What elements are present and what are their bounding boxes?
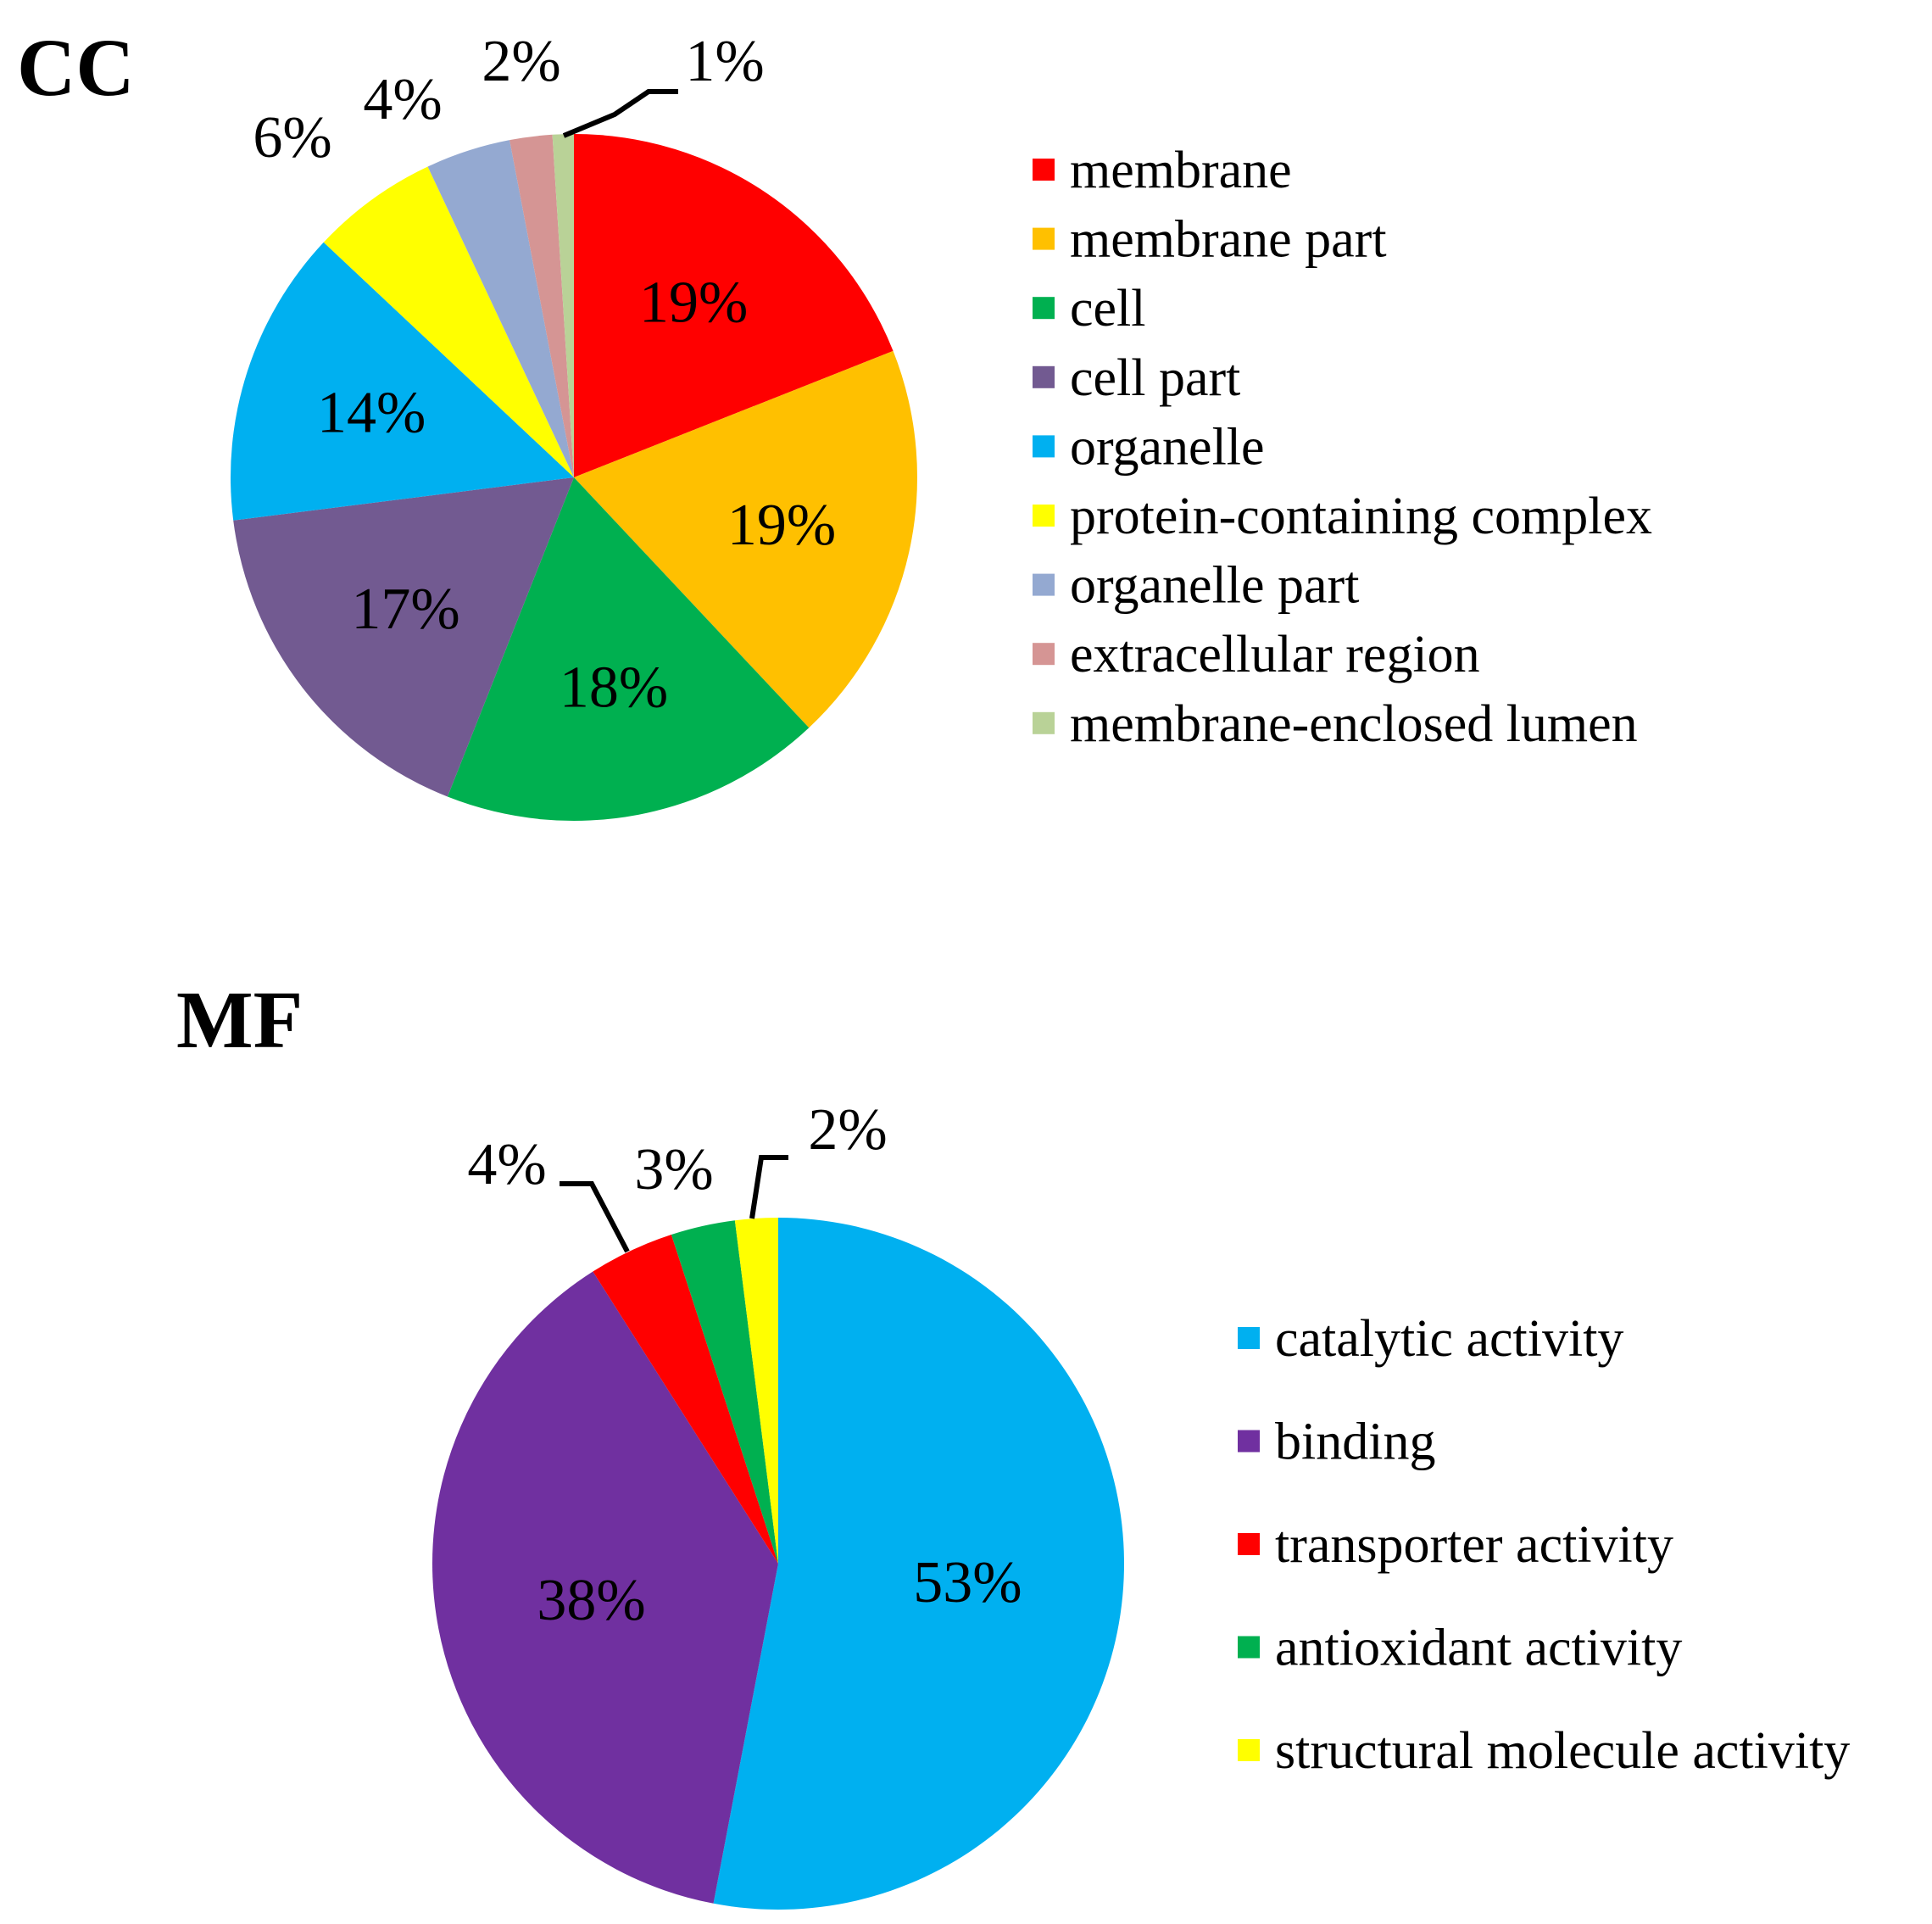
cc-slice-organelle-part — [427, 140, 574, 478]
cc-legend-swatch-membrane-part — [1033, 227, 1055, 250]
cc-data-labels: 19% 19% 18% 17% 14% 6% 4% 2% 1% — [253, 29, 836, 721]
cc-leader-lines — [562, 89, 678, 138]
cc-data-label-organelle: 14% — [317, 380, 426, 445]
mf-pie-chart: MF 53% 38% 3% 4% 2% catalytic activity bindin… — [176, 974, 1850, 1910]
mf-legend-label-transporter-activity: transporter activity — [1275, 1516, 1673, 1574]
cc-data-label-cell: 18% — [560, 655, 668, 721]
mf-legend-label-antioxidant-activity: antioxidant activity — [1275, 1620, 1682, 1677]
mf-legend-swatch-structural-molecule-activity — [1238, 1739, 1260, 1761]
cc-legend-label-membrane-enclosed-lumen: membrane-enclosed lumen — [1070, 695, 1638, 753]
cc-slice-extracellular-region — [509, 134, 574, 477]
mf-leader-line-transporter-activity — [560, 1181, 630, 1253]
cc-data-label-membrane-part: 19% — [727, 493, 836, 558]
mf-legend-swatch-transporter-activity — [1238, 1533, 1260, 1555]
mf-legend-swatch-catalytic-activity — [1238, 1327, 1260, 1349]
mf-legend: catalytic activity binding transporter act… — [1238, 1310, 1850, 1780]
mf-data-labels: 53% 38% 3% 4% 2% — [467, 1097, 1022, 1633]
cc-legend-label-organelle-part: organelle part — [1070, 557, 1359, 615]
cc-legend-label-cell: cell — [1070, 280, 1146, 337]
cc-legend-label-organelle: organelle — [1070, 418, 1265, 476]
mf-data-label-antioxidant-activity: 3% — [634, 1137, 713, 1202]
cc-legend-label-membrane: membrane — [1070, 142, 1292, 199]
cc-legend-label-protein-containing-complex: protein-containing complex — [1070, 488, 1652, 545]
mf-slice-antioxidant-activity — [671, 1220, 778, 1564]
cc-legend-label-membrane-part: membrane part — [1070, 211, 1387, 269]
cc-legend-swatch-cell — [1033, 297, 1055, 320]
cc-pie-chart: CC 19%19%18%17%14%6%4%2% 1% membranemembr… — [17, 22, 1652, 821]
mf-data-label-transporter-activity: 4% — [467, 1132, 546, 1197]
mf-data-label-catalytic-activity: 53% — [913, 1550, 1022, 1615]
cc-data-label-cell-part: 17% — [351, 577, 459, 642]
cc-legend-swatch-protein-containing-complex — [1033, 505, 1055, 527]
cc-legend-swatch-extracellular-region — [1033, 643, 1055, 666]
mf-slice-structural-molecule-activity — [734, 1218, 778, 1564]
cc-leader-line-membrane-enclosed-lumen — [562, 89, 678, 138]
mf-legend-label-structural-molecule-activity: structural molecule activity — [1275, 1722, 1850, 1780]
cc-slice-membrane — [574, 134, 894, 477]
mf-legend-swatch-binding — [1238, 1430, 1260, 1453]
mf-legend-label-catalytic-activity: catalytic activity — [1275, 1310, 1623, 1368]
mf-legend-swatch-antioxidant-activity — [1238, 1636, 1260, 1659]
cc-slice-membrane-part — [574, 350, 917, 728]
mf-chart-title: MF — [176, 974, 303, 1065]
cc-legend-swatch-membrane — [1033, 159, 1055, 181]
cc-slice-protein-containing-complex — [323, 166, 574, 477]
cc-data-label-organelle-part: 4% — [363, 67, 442, 132]
cc-slice-organelle — [230, 242, 574, 521]
cc-legend-label-extracellular-region: extracellular region — [1070, 626, 1480, 683]
cc-legend-swatch-organelle-part — [1033, 573, 1055, 596]
cc-data-label-membrane: 19% — [639, 270, 748, 335]
cc-slice-cell-part — [233, 477, 574, 797]
cc-legend-swatch-organelle — [1033, 435, 1055, 458]
mf-slice-binding — [431, 1271, 778, 1904]
cc-slices — [230, 134, 917, 821]
cc-legend-label-cell-part: cell part — [1070, 349, 1240, 407]
cc-chart-title: CC — [17, 22, 135, 113]
mf-leader-line-structural-molecule-activity — [749, 1155, 788, 1219]
cc-data-label-protein-containing-complex: 6% — [253, 105, 331, 170]
mf-slices — [431, 1218, 1124, 1910]
cc-legend: membrane membrane part cell cell part organe… — [1033, 142, 1652, 753]
cc-slice-cell — [447, 477, 810, 821]
mf-legend-label-binding: binding — [1275, 1414, 1435, 1471]
cc-legend-swatch-cell-part — [1033, 365, 1055, 388]
cc-slice-membrane-enclosed-lumen — [552, 134, 574, 477]
cc-data-label-extracellular-region: 2% — [482, 29, 560, 94]
cc-legend-swatch-membrane-enclosed-lumen — [1033, 711, 1055, 734]
mf-data-label-binding: 38% — [537, 1568, 645, 1633]
mf-leader-lines — [560, 1155, 788, 1253]
mf-slice-catalytic-activity — [713, 1218, 1124, 1910]
mf-data-label-structural-molecule-activity: 2% — [808, 1097, 887, 1163]
cc-data-label-membrane-enclosed-lumen: 1% — [685, 29, 764, 94]
mf-slice-transporter-activity — [593, 1234, 778, 1564]
